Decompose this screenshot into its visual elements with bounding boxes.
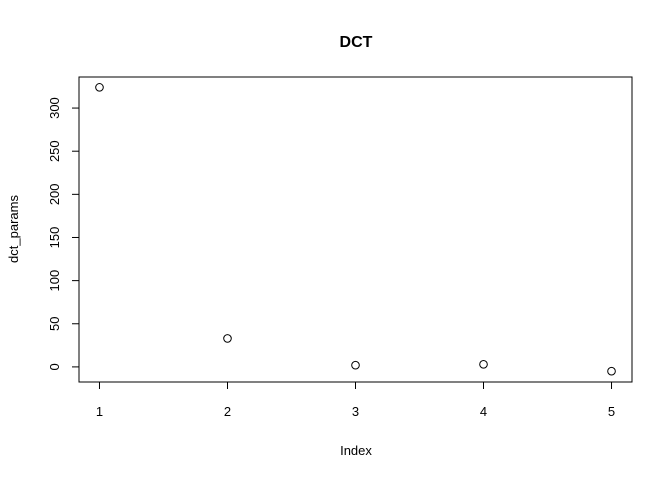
y-axis: 0 50 100 150 200 250 300	[47, 97, 80, 371]
y-tick-label: 200	[47, 183, 62, 205]
x-axis: 1 2 3 4 5	[96, 381, 615, 419]
x-tick-label: 3	[352, 404, 359, 419]
x-axis-label: Index	[340, 443, 372, 458]
data-point	[479, 360, 488, 369]
data-points	[95, 83, 616, 376]
y-tick-label: 300	[47, 97, 62, 119]
data-point	[607, 366, 616, 376]
chart-title: DCT	[340, 34, 373, 51]
data-point	[223, 334, 232, 343]
y-tick-label: 50	[47, 317, 62, 331]
y-tick-label: 100	[47, 270, 62, 292]
x-tick-label: 5	[608, 404, 615, 419]
y-axis-label: dct_params	[6, 195, 21, 263]
y-tick-label: 250	[47, 140, 62, 162]
x-tick-label: 2	[224, 404, 231, 419]
y-tick-label: 0	[47, 363, 62, 370]
x-tick-label: 4	[480, 404, 487, 419]
data-point	[95, 83, 104, 92]
y-tick-label: 150	[47, 227, 62, 249]
x-tick-label: 1	[96, 404, 103, 419]
data-point	[351, 360, 360, 370]
